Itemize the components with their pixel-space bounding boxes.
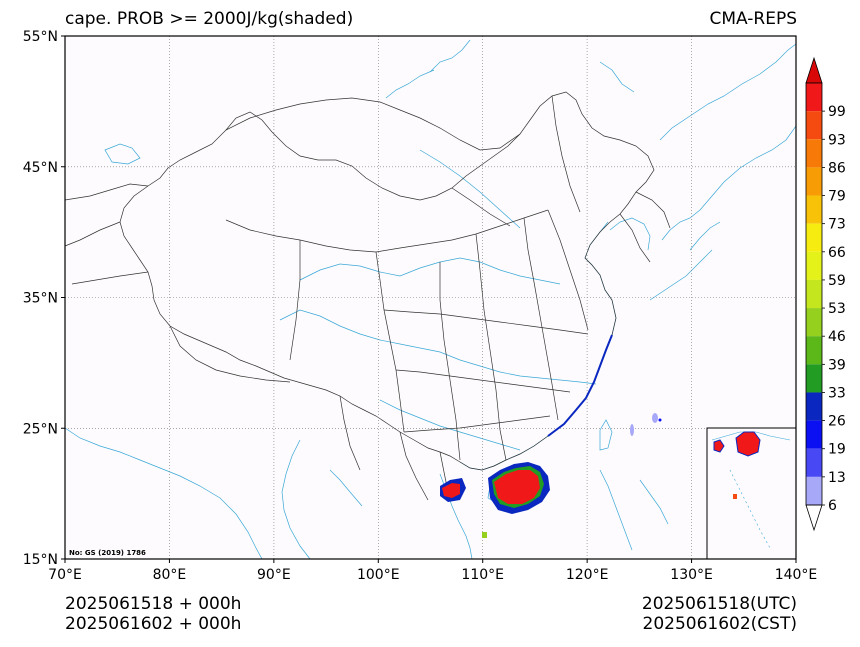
colorbar-tick-label: 19	[828, 442, 846, 458]
colorbar-swatch	[806, 364, 822, 393]
colorbar-tick-label: 79	[828, 189, 846, 205]
lat-tick-label: 35°N	[23, 291, 58, 307]
lon-tick-label: 80°E	[153, 567, 187, 583]
colorbar-swatch	[806, 420, 822, 449]
colorbar-tick-label: 26	[828, 414, 846, 430]
colorbar-swatch	[806, 279, 822, 309]
colorbar-swatch	[806, 336, 822, 365]
colorbar-tick-label: 46	[828, 329, 846, 345]
map-title: cape. PROB >= 2000J/kg(shaded)	[65, 9, 354, 29]
lon-tick-label: 140°E	[775, 567, 818, 583]
lon-tick-label: 110°E	[461, 567, 504, 583]
colorbar-swatch	[806, 251, 822, 280]
valid-time-cst: 2025061602(CST)	[642, 614, 797, 634]
model-name: CMA-REPS	[709, 9, 797, 29]
colorbar-swatch	[806, 223, 822, 252]
colorbar-under-triangle	[805, 504, 823, 532]
latitude-axis: 55°N 45°N 35°N 25°N 15°N	[23, 29, 65, 568]
colorbar-swatch	[806, 392, 822, 421]
colorbar-tick-label: 59	[828, 273, 846, 289]
south-china-sea-inset	[706, 427, 797, 560]
colorbar-swatch	[806, 139, 822, 168]
colorbar-tick-label: 39	[828, 357, 846, 373]
colorbar-over-triangle	[805, 56, 823, 84]
colorbar-tick-label: 86	[828, 160, 846, 176]
lat-tick-label: 15°N	[23, 552, 58, 568]
colorbar-swatch	[806, 308, 822, 337]
colorbar-tick-label: 13	[828, 470, 846, 486]
colorbar-tick-label: 73	[828, 217, 846, 233]
colorbar-swatch	[806, 111, 822, 140]
init-lead-utc: 2025061518 + 000h	[65, 594, 242, 614]
lat-tick-label: 45°N	[23, 160, 58, 176]
colorbar-swatch	[806, 195, 822, 224]
colorbar-tick-label: 93	[828, 132, 846, 148]
lon-tick-label: 130°E	[670, 567, 713, 583]
graticule	[65, 36, 796, 559]
colorbar-swatch	[806, 83, 822, 112]
colorbar-tick-label: 99	[828, 104, 846, 120]
map-review-number: No: GS (2019) 1786	[69, 549, 146, 557]
lon-tick-label: 90°E	[257, 567, 291, 583]
administrative-borders	[64, 91, 671, 501]
coastlines-and-rivers	[64, 39, 797, 560]
lat-tick-label: 25°N	[23, 421, 58, 437]
colorbar-tick-label: 53	[828, 301, 846, 317]
lon-tick-label: 70°E	[48, 567, 82, 583]
lon-tick-label: 100°E	[357, 567, 400, 583]
longitude-axis: 70°E 80°E 90°E 100°E 110°E 120°E 130°E 140°E	[48, 559, 817, 583]
colorbar-swatch	[806, 167, 822, 196]
colorbar-swatch	[806, 476, 822, 505]
colorbar: 99 93 86 79 73 66 59 53 46 39 33 26 19 13 6	[805, 56, 846, 532]
colorbar-tick-label: 33	[828, 385, 846, 401]
init-lead-cst: 2025061602 + 000h	[65, 614, 242, 634]
lat-tick-label: 55°N	[23, 29, 58, 45]
colorbar-frame	[805, 82, 823, 506]
colorbar-swatch	[806, 448, 822, 477]
probability-shading	[440, 334, 662, 538]
valid-time-utc: 2025061518(UTC)	[641, 594, 797, 614]
forecast-init-lead: 2025061518 + 000h 2025061602 + 000h	[65, 594, 241, 634]
colorbar-tick-label: 66	[828, 245, 846, 261]
colorbar-tick-label: 6	[828, 498, 837, 514]
lon-tick-label: 120°E	[566, 567, 609, 583]
forecast-valid-time: 2025061518(UTC) 2025061602(CST)	[642, 594, 797, 634]
